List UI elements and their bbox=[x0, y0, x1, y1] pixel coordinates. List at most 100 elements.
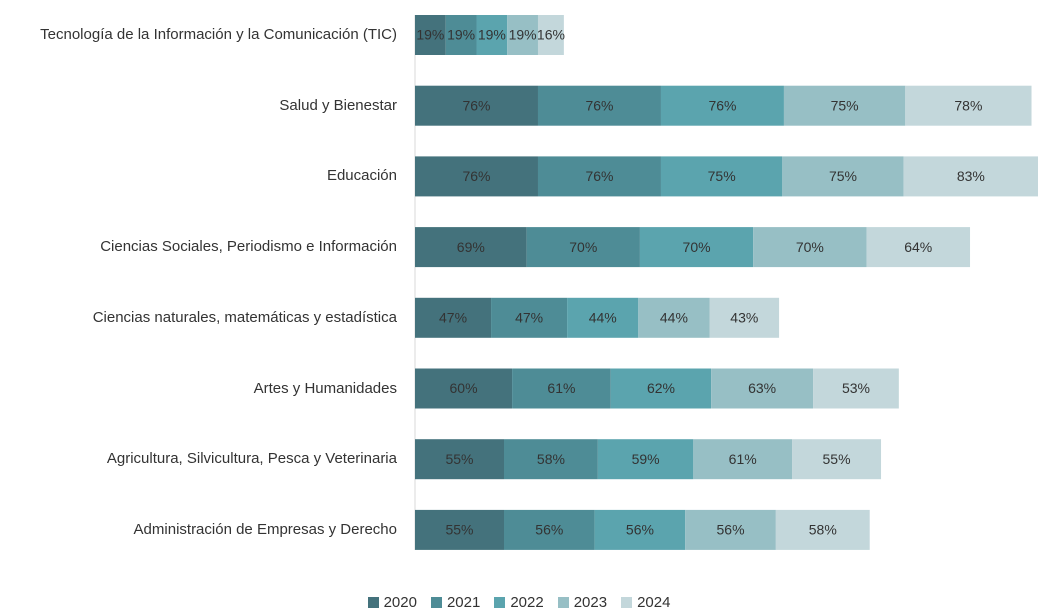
data-label: 70% bbox=[569, 239, 597, 255]
category-text: Ciencias Sociales, Periodismo e Informac… bbox=[100, 238, 397, 256]
category-label: Ciencias Sociales, Periodismo e Informac… bbox=[0, 225, 397, 269]
category-label: Ciencias naturales, matemáticas y estadí… bbox=[0, 296, 397, 340]
legend-label: 2022 bbox=[510, 594, 544, 611]
data-label: 55% bbox=[445, 451, 473, 467]
bar-segment bbox=[597, 439, 694, 480]
data-label: 76% bbox=[708, 97, 736, 113]
category-label: Educación bbox=[0, 154, 397, 198]
legend: 2020 2021 2022 2023 2024 bbox=[0, 594, 1038, 611]
data-label: 47% bbox=[515, 310, 543, 326]
bar-segment bbox=[792, 439, 882, 480]
bar-segment bbox=[660, 85, 784, 126]
category-label: Administración de Empresas y Derecho bbox=[0, 508, 397, 552]
bar-segment bbox=[782, 156, 904, 197]
data-label: 70% bbox=[683, 239, 711, 255]
bar-segment bbox=[415, 227, 527, 268]
data-label: 76% bbox=[585, 168, 613, 184]
bar-segment bbox=[610, 368, 712, 409]
data-label: 78% bbox=[954, 97, 982, 113]
data-label: 43% bbox=[730, 310, 758, 326]
data-label: 19% bbox=[416, 27, 444, 43]
bar-segment bbox=[415, 368, 513, 409]
data-label: 64% bbox=[904, 239, 932, 255]
bar-segment bbox=[512, 368, 611, 409]
bar-segment bbox=[537, 15, 564, 55]
data-label: 70% bbox=[796, 239, 824, 255]
data-label: 56% bbox=[535, 522, 563, 538]
legend-swatch bbox=[494, 597, 506, 608]
category-text: Tecnología de la Información y la Comuni… bbox=[40, 26, 397, 43]
legend-swatch bbox=[557, 597, 569, 608]
data-label: 58% bbox=[809, 522, 837, 538]
category-label: Tecnología de la Información y la Comuni… bbox=[0, 13, 397, 57]
data-label: 55% bbox=[823, 451, 851, 467]
category-text: Ciencias naturales, matemáticas y estadí… bbox=[92, 308, 397, 326]
data-label: 83% bbox=[957, 168, 985, 184]
data-label: 60% bbox=[450, 380, 478, 396]
bar-segment bbox=[638, 297, 710, 338]
bar-segment bbox=[526, 227, 640, 268]
data-label: 19% bbox=[509, 27, 537, 43]
data-label: 47% bbox=[439, 310, 467, 326]
bar-segment bbox=[567, 297, 639, 338]
legend-swatch bbox=[430, 597, 442, 608]
data-label: 69% bbox=[457, 239, 485, 255]
legend-label: 2023 bbox=[573, 594, 608, 611]
data-label: 55% bbox=[445, 522, 473, 538]
bar-segment bbox=[504, 439, 598, 480]
category-text: Salud y Bienestar bbox=[279, 96, 397, 114]
bar-segment bbox=[415, 439, 504, 480]
category-text: Educación bbox=[326, 167, 397, 185]
data-label: 76% bbox=[462, 97, 490, 113]
bar-segment bbox=[711, 368, 814, 409]
bar-segment bbox=[775, 509, 870, 550]
bar-segment bbox=[537, 156, 661, 197]
data-label: 16% bbox=[537, 27, 565, 43]
legend-item: 2022 bbox=[494, 594, 544, 611]
legend-label: 2021 bbox=[446, 594, 481, 611]
category-text: Artes y Humanidades bbox=[253, 379, 397, 397]
bar-segment bbox=[415, 297, 492, 338]
category-label: Salud y Bienestar bbox=[0, 84, 397, 128]
data-label: 19% bbox=[478, 27, 506, 43]
bar-segment bbox=[639, 227, 754, 268]
bar-segment bbox=[905, 85, 1032, 126]
bar-segment bbox=[415, 85, 538, 126]
data-label: 75% bbox=[831, 97, 859, 113]
data-label: 62% bbox=[647, 380, 675, 396]
bar-segment bbox=[685, 509, 776, 550]
bar-segment bbox=[415, 156, 538, 197]
data-label: 58% bbox=[537, 451, 565, 467]
category-text: Administración de Empresas y Derecho bbox=[133, 520, 397, 538]
bar-segment bbox=[753, 227, 867, 268]
category-label: Agricultura, Silvicultura, Pesca y Veter… bbox=[0, 437, 397, 481]
data-label: 53% bbox=[842, 380, 870, 396]
bar-segment bbox=[594, 509, 686, 550]
bar-segment bbox=[693, 439, 793, 480]
bar-segment bbox=[783, 85, 906, 126]
data-label: 61% bbox=[547, 380, 575, 396]
bar-segment bbox=[415, 15, 446, 55]
category-text: Agricultura, Silvicultura, Pesca y Veter… bbox=[106, 450, 397, 468]
legend-item: 2024 bbox=[621, 594, 670, 611]
legend-item: 2020 bbox=[367, 594, 417, 611]
bar-segment bbox=[813, 368, 899, 409]
bar-segment bbox=[504, 509, 595, 550]
legend-swatch bbox=[621, 597, 633, 608]
bar-segment bbox=[491, 297, 568, 338]
data-label: 75% bbox=[829, 168, 857, 184]
data-label: 61% bbox=[729, 451, 757, 467]
legend-swatch bbox=[367, 597, 379, 608]
legend-label: 2020 bbox=[383, 594, 417, 611]
legend-item: 2023 bbox=[557, 594, 608, 611]
bar-segment bbox=[709, 297, 780, 338]
bar-segment bbox=[415, 509, 504, 550]
bar-segment bbox=[903, 156, 1038, 197]
data-label: 44% bbox=[589, 310, 617, 326]
data-label: 76% bbox=[462, 168, 490, 184]
bar-segment bbox=[537, 85, 661, 126]
category-label: Artes y Humanidades bbox=[0, 367, 397, 411]
data-label: 44% bbox=[660, 310, 688, 326]
